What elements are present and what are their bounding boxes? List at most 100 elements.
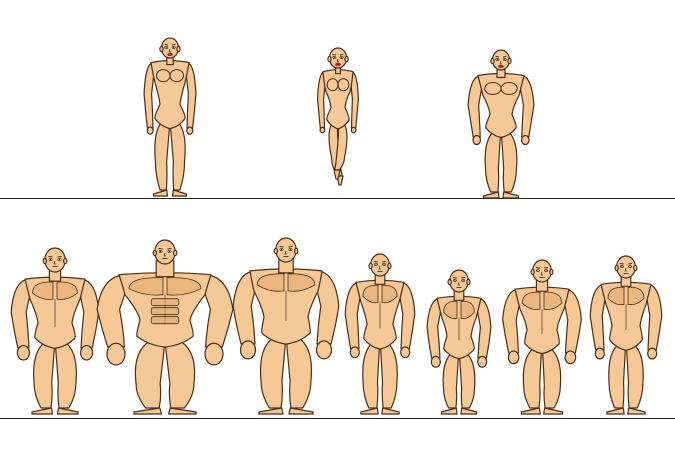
- eyebrow: [48, 256, 53, 258]
- eyebrow: [288, 246, 293, 248]
- eyebrow: [382, 261, 387, 263]
- right-ear: [549, 268, 554, 276]
- left-hand: [106, 342, 126, 366]
- right-ear: [293, 247, 299, 255]
- right-foot: [56, 407, 79, 415]
- figure-male-athletic[interactable]: [502, 258, 582, 418]
- eyebrow: [628, 263, 633, 265]
- nose: [499, 60, 502, 65]
- nose: [168, 48, 171, 53]
- left-hand: [16, 344, 31, 361]
- pupil: [159, 250, 162, 253]
- nose: [53, 260, 56, 265]
- right-hand: [400, 346, 411, 359]
- left-pectoral: [521, 291, 541, 310]
- figure-male-slim[interactable]: [588, 254, 664, 418]
- eyebrow: [167, 248, 172, 250]
- left-foot: [152, 189, 169, 197]
- right-ear: [176, 45, 181, 53]
- right-ear: [172, 249, 178, 257]
- pupil: [537, 269, 539, 272]
- left-ear: [490, 57, 495, 65]
- pupil: [629, 265, 631, 268]
- left-leg: [484, 127, 502, 193]
- eyebrow: [461, 277, 466, 279]
- figure-male-small[interactable]: [424, 268, 494, 418]
- head: [449, 269, 469, 293]
- right-foot: [460, 407, 478, 415]
- eyebrow: [452, 277, 457, 279]
- eyebrow: [373, 261, 378, 263]
- right-leg: [169, 118, 186, 191]
- left-ear: [273, 247, 278, 255]
- right-ear: [387, 262, 392, 270]
- eyebrow: [339, 54, 344, 56]
- right-leg: [379, 338, 398, 409]
- pupil: [545, 269, 547, 272]
- head: [44, 247, 66, 273]
- pupil: [454, 279, 456, 282]
- right-hand: [315, 340, 333, 360]
- torso: [150, 60, 190, 130]
- right-hand: [564, 350, 577, 365]
- head: [616, 255, 636, 279]
- right-hand: [477, 355, 488, 368]
- right-leg: [54, 337, 77, 409]
- figure-female-base[interactable]: [128, 36, 212, 200]
- figure-male-huge[interactable]: [96, 238, 234, 418]
- left-foot: [520, 407, 541, 415]
- right-foot: [168, 407, 197, 415]
- right-ear: [344, 55, 349, 63]
- right-ear: [507, 57, 512, 65]
- right-hand: [186, 126, 194, 135]
- left-foot: [440, 407, 458, 415]
- nose: [624, 267, 627, 272]
- left-ear: [368, 262, 373, 270]
- figure-male-base[interactable]: [8, 246, 102, 418]
- right-arm: [644, 283, 663, 351]
- left-ear: [152, 249, 157, 257]
- head: [275, 237, 297, 263]
- left-ear: [614, 264, 619, 272]
- left-foot: [31, 407, 54, 415]
- nose: [457, 281, 460, 286]
- pupil: [280, 248, 283, 251]
- right-foot: [288, 407, 314, 415]
- pupil: [173, 46, 175, 49]
- ground-line-top: [0, 198, 675, 199]
- right-hand: [204, 342, 224, 366]
- pupil: [496, 58, 498, 61]
- abs-block: [150, 298, 180, 307]
- figure-female-athletic[interactable]: [456, 48, 546, 200]
- left-leg: [259, 332, 287, 409]
- right-breast: [169, 69, 184, 83]
- right-hand: [520, 134, 530, 146]
- nose: [540, 271, 543, 276]
- figure-male-big[interactable]: [232, 236, 340, 418]
- left-pectoral: [128, 277, 164, 296]
- eyebrow: [57, 256, 62, 258]
- right-ear: [633, 264, 638, 272]
- left-ear: [327, 55, 332, 63]
- right-hand: [350, 126, 357, 134]
- right-leg: [500, 127, 518, 193]
- left-hand: [430, 355, 441, 368]
- eyebrow: [332, 54, 337, 56]
- left-arm: [589, 283, 608, 351]
- left-ear: [447, 278, 452, 286]
- figure-male-lean[interactable]: [344, 252, 416, 418]
- left-leg: [33, 337, 56, 409]
- right-arm: [397, 281, 416, 350]
- left-ear: [42, 257, 47, 265]
- figure-female-petite[interactable]: [296, 46, 380, 188]
- left-foot: [133, 407, 162, 415]
- right-ear: [62, 257, 68, 265]
- left-hand: [472, 134, 482, 146]
- nose: [378, 265, 381, 270]
- right-breast: [500, 82, 518, 95]
- pupil: [375, 263, 377, 266]
- right-hand: [80, 344, 94, 361]
- nose: [284, 250, 287, 255]
- right-foot: [627, 407, 646, 415]
- right-foot: [502, 191, 520, 199]
